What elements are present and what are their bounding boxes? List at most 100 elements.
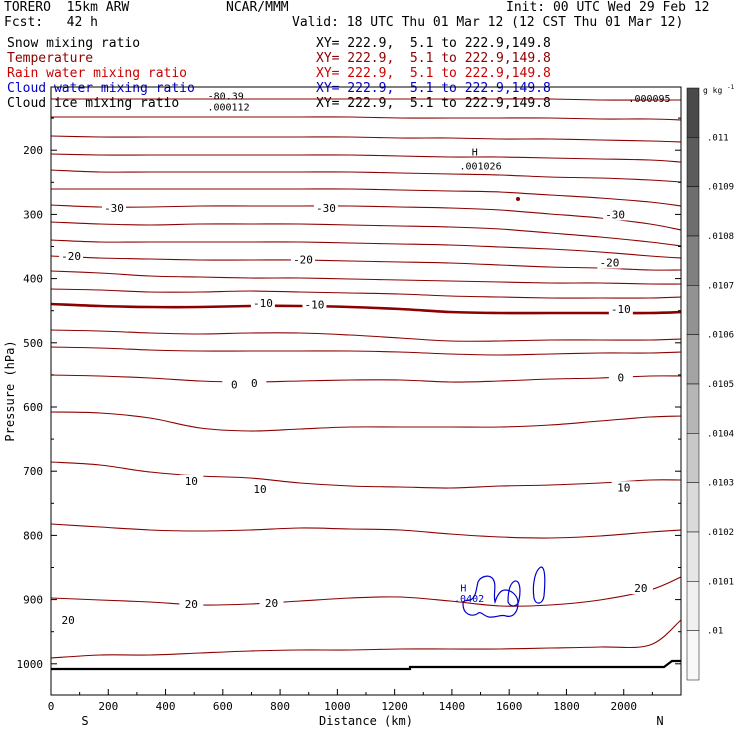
- colorbar-label: .0104: [707, 429, 734, 439]
- contour-label: 20: [634, 582, 647, 595]
- colorbar-label: .011: [707, 133, 729, 143]
- isotherm-m25: [50, 221, 682, 247]
- annotation-label: H: [460, 583, 466, 594]
- colorbar-swatch: [686, 285, 700, 335]
- colorbar-label: .0105: [707, 380, 734, 390]
- valid-time: Valid: 18 UTC Thu 01 Mar 12 (12 CST Thu …: [292, 15, 684, 30]
- contour-label-bg: [608, 371, 633, 384]
- contour-label: -10: [611, 303, 631, 316]
- annotation-label: .000095: [628, 94, 670, 105]
- isotherm-m45: [50, 153, 682, 163]
- colorbar-swatch: [686, 334, 700, 385]
- ground-line: [51, 659, 681, 671]
- isotherm-30: [50, 523, 682, 539]
- field-name-cloud-water: Cloud water mixing ratio: [7, 81, 195, 96]
- contour-label-bg: [250, 296, 275, 309]
- colorbar-label: .0103: [707, 479, 734, 489]
- contour-label-bg: [597, 256, 622, 269]
- contour-label-bg: [242, 377, 267, 390]
- contour-label-bg: [179, 598, 204, 611]
- contour-label-bg: [608, 302, 633, 315]
- organization: NCAR/MMM: [226, 0, 289, 15]
- colorbar-swatch: [686, 383, 700, 434]
- contour-label: 0: [251, 377, 258, 390]
- isotherm-m40: [50, 169, 682, 183]
- isotherm-35: [50, 576, 682, 607]
- x-tick-label: 2000: [610, 700, 637, 713]
- x-tick-label: 1800: [553, 700, 580, 713]
- init-time: Init: 00 UTC Wed 29 Feb 12: [506, 0, 710, 15]
- isotherm-0: [50, 302, 682, 315]
- x-tick-label: 0: [48, 700, 55, 713]
- isotherm-25: [50, 461, 682, 489]
- isotherm-m55: [51, 116, 682, 121]
- contour-label: 20: [185, 598, 198, 611]
- colorbar-label: .0102: [707, 528, 734, 538]
- contour-label: -10: [253, 297, 273, 310]
- x-tick-label: 400: [156, 700, 176, 713]
- x-tick-label: 1600: [496, 700, 523, 713]
- contour-label: 10: [185, 475, 198, 488]
- colorbar-swatch: [686, 186, 700, 237]
- axes: 0 200 400 600 800 1000 1200 1400 1600 1800 2000200…: [17, 117, 681, 713]
- colorbar-label: .0109: [707, 183, 734, 193]
- x-tick-label: 600: [213, 700, 233, 713]
- annotation-label: .001026: [459, 161, 501, 172]
- contour-label-bg: [102, 201, 126, 214]
- y-tick-label: 600: [23, 401, 43, 414]
- field-name-snow: Snow mixing ratio: [7, 36, 141, 51]
- contour-label: -20: [599, 257, 619, 270]
- isotherm-m50: [50, 135, 682, 143]
- colorbar-swatch: [686, 531, 700, 582]
- contour-label: 0: [618, 371, 625, 384]
- contour-label: -30: [605, 208, 625, 221]
- contour-label: 20: [265, 597, 278, 610]
- contour-label: 10: [617, 481, 630, 494]
- contour-label: -20: [61, 250, 81, 263]
- isotherm-m5: [50, 288, 682, 299]
- x-tick-label: 1000: [324, 700, 351, 713]
- x-tick-label: 1200: [381, 700, 408, 713]
- colorbar-swatch: [686, 482, 700, 533]
- colorbar-swatch: [686, 137, 700, 187]
- annotation-label: .0402: [454, 594, 484, 605]
- y-tick-label: 700: [23, 465, 43, 478]
- contour-label: -30: [104, 202, 124, 215]
- contour-label: -30: [316, 202, 336, 215]
- colorbar-label: .0106: [707, 331, 734, 341]
- field-name-cloud-ice: Cloud ice mixing ratio: [7, 96, 180, 111]
- y-tick-label: 800: [23, 529, 43, 542]
- contour-label-bg: [603, 208, 628, 221]
- isotherm-20: [50, 411, 682, 432]
- contour-label: 10: [253, 483, 266, 496]
- isotherm-m30: [50, 204, 682, 231]
- colorbar-label: .01: [707, 627, 723, 637]
- contour-label-bg: [628, 582, 653, 595]
- colorbar-unit-exponent: -1: [727, 84, 735, 91]
- cloud-water-outline-2: [507, 580, 521, 607]
- colorbar-swatch: [686, 630, 700, 681]
- contour-label-bg: [302, 298, 327, 311]
- y-tick-label: 300: [23, 208, 43, 221]
- field-name-rain: Rain water mixing ratio: [7, 66, 188, 81]
- colorbar-swatch: [686, 433, 700, 483]
- contour-label: 20: [62, 614, 75, 627]
- colorbar-swatch: [686, 235, 700, 286]
- colorbar-unit: g kg: [703, 86, 722, 95]
- temperature-contours: [50, 98, 682, 671]
- isotherm-m10: [50, 270, 682, 285]
- colorbar-label: .0107: [707, 281, 734, 291]
- y-tick-label: 500: [23, 337, 43, 350]
- y-tick-label: 900: [23, 594, 43, 607]
- isotherm-m20: [50, 239, 682, 259]
- colorbar: .011 .0109 .0108 .0107 .0106 .0105 .0104 .0103.…: [686, 84, 735, 681]
- contour-label: -10: [305, 298, 325, 311]
- annotation-label: -80.39: [208, 91, 244, 102]
- annotation-label: .000112: [207, 102, 249, 113]
- contour-label: -20: [293, 253, 313, 266]
- field-xy-temperature: XY= 222.9, 5.1 to 222.9,149.8: [316, 51, 551, 66]
- contour-label-bg: [259, 596, 284, 609]
- contour-label: 0: [231, 379, 238, 392]
